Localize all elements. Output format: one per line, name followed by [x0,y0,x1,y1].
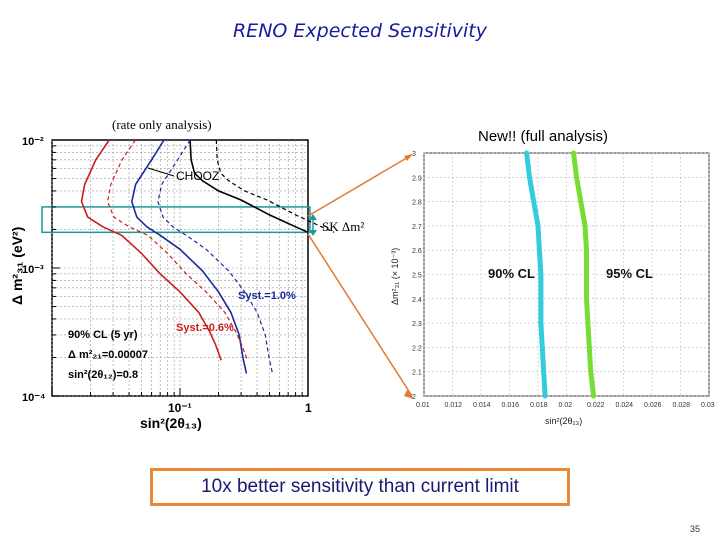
sk-marker: SK Δm² [309,214,364,236]
left-chart: 10⁻¹ 1 10⁻² 10⁻³ 10⁻⁴ CHOOZ Syst.=1.0% Syst.… [9,136,335,431]
right-xlabel: sin²(2θ₁₃) [545,416,582,426]
right-ytick-label: 2.2 [412,345,422,352]
right-ytick-label: 2.3 [412,321,422,328]
right-ytick-label: 2.8 [412,200,422,207]
left-series-dashed-0 [215,139,335,233]
right-ytick-label: 2 [412,394,416,401]
info-sin12: sin²(2θ₁₂)=0.8 [68,369,138,381]
slide-title: RENO Expected Sensitivity [232,20,487,42]
right-ticks: 0.01 0.012 0.014 0.016 0.018 0.02 0.022 0.024 0.… [412,151,715,409]
info-cl: 90% CL (5 yr) [68,329,138,341]
right-ytick-label: 2.4 [412,297,422,304]
left-ticks: 10⁻¹ 1 10⁻² 10⁻³ 10⁻⁴ [22,136,312,415]
right-xtick-label: 0.026 [644,402,662,409]
right-xtick-label: 0.014 [473,402,491,409]
connector-top [307,155,411,217]
right-xtick-label: 0.012 [445,402,463,409]
right-series-1 [571,150,597,399]
syst06-label: Syst.=0.6% [176,322,234,334]
left-series-2 [80,139,222,361]
left-ytick-label: 10⁻³ [22,264,44,276]
left-curves [80,139,335,374]
right-ytick-label: 2.1 [412,370,422,377]
syst1-label: Syst.=1.0% [238,290,296,302]
right-ytick-label: 2.6 [412,248,422,255]
right-series-0 [524,150,548,399]
right-ytick-label: 3 [412,151,416,158]
left-series-1 [130,139,248,374]
right-chart: 0.01 0.012 0.014 0.016 0.018 0.02 0.022 0.024 0.… [390,150,715,426]
left-series-dashed-1 [157,139,274,374]
right-xtick-label: 0.03 [701,402,715,409]
legend-90cl: 90% CL [488,266,535,281]
left-ytick-label: 10⁻⁴ [22,392,45,404]
left-xtick-label: 1 [305,401,312,415]
left-ylabel: Δ m²₃₁ (eV²) [9,227,25,305]
chooz-label: CHOOZ [176,169,219,183]
right-xtick-label: 0.01 [416,402,430,409]
connector-bottom [307,233,413,397]
right-xtick-label: 0.018 [530,402,548,409]
chooz-pointer [147,167,175,177]
sk-label: SK Δm² [322,219,364,234]
left-series-0 [189,139,309,234]
right-xtick-label: 0.02 [559,402,573,409]
callout-box: 10x better sensitivity than current limi… [150,468,570,506]
right-xtick-label: 0.024 [616,402,634,409]
left-xlabel: sin²(2θ₁₃) [140,415,202,431]
right-ytick-label: 2.5 [412,273,422,280]
right-xtick-label: 0.028 [673,402,691,409]
right-xtick-label: 0.022 [587,402,605,409]
left-xtick-label: 10⁻¹ [168,401,192,415]
right-curves [524,150,597,399]
right-grid [423,152,710,397]
right-chart-subtitle: New!! (full analysis) [478,128,609,145]
right-ytick-label: 2.7 [412,224,422,231]
left-chart-subtitle: (rate only analysis) [112,117,212,132]
zoom-connectors [307,154,414,399]
info-dm21: Δ m²₂₁=0.00007 [68,349,148,361]
right-ytick-label: 2.9 [412,175,422,182]
right-ylabel: Δm²₃₁ (× 10⁻³) [390,248,400,305]
left-ytick-label: 10⁻² [22,136,44,148]
page-number: 35 [690,524,701,534]
right-xtick-label: 0.016 [502,402,520,409]
legend-95cl: 95% CL [606,266,653,281]
